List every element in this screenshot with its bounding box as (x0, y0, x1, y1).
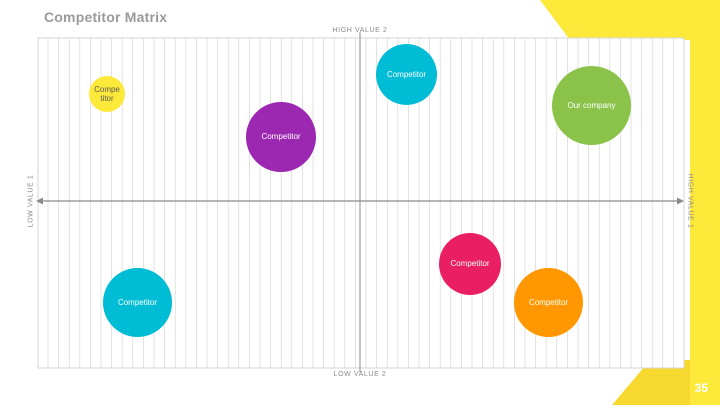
yellow-bottom-stripe (612, 360, 690, 405)
bubble-label: Compe titor (94, 84, 120, 103)
bubble-competitor-pink: Competitor (439, 233, 501, 295)
axis-label-top: HIGH VALUE 2 (332, 27, 388, 34)
axis-arrow-right (677, 197, 684, 205)
slide-title: Competitor Matrix (44, 9, 168, 25)
bubble-label: Competitor (528, 297, 569, 307)
bubble-competitor-cyan-bottom: Competitor (103, 268, 172, 337)
axis-label-bottom: LOW VALUE 2 (333, 371, 387, 378)
axis-arrow-left (36, 197, 43, 205)
yellow-band-right (540, 0, 720, 405)
bubble-label: Competitor (386, 69, 427, 79)
axis-label-left: LOW VALUE 1 (27, 174, 35, 228)
bubble-label: Competitor (261, 132, 301, 142)
bubble-competitor-orange: Competitor (514, 268, 583, 337)
bubble-competitor-purple: Competitor (246, 102, 316, 172)
axis-label-right: HIGH VALUE 1 (686, 173, 694, 229)
page-number: 35 (694, 381, 708, 395)
bubble-competitor-cyan-top: Competitor (376, 44, 437, 105)
bubble-our-company: Our company (552, 66, 631, 145)
bubble-label: Competitor (117, 297, 158, 307)
bubble-label: Our company (567, 100, 616, 110)
bubble-label: Competitor (450, 259, 490, 269)
bubble-competitor-small: Compe titor (89, 76, 125, 112)
